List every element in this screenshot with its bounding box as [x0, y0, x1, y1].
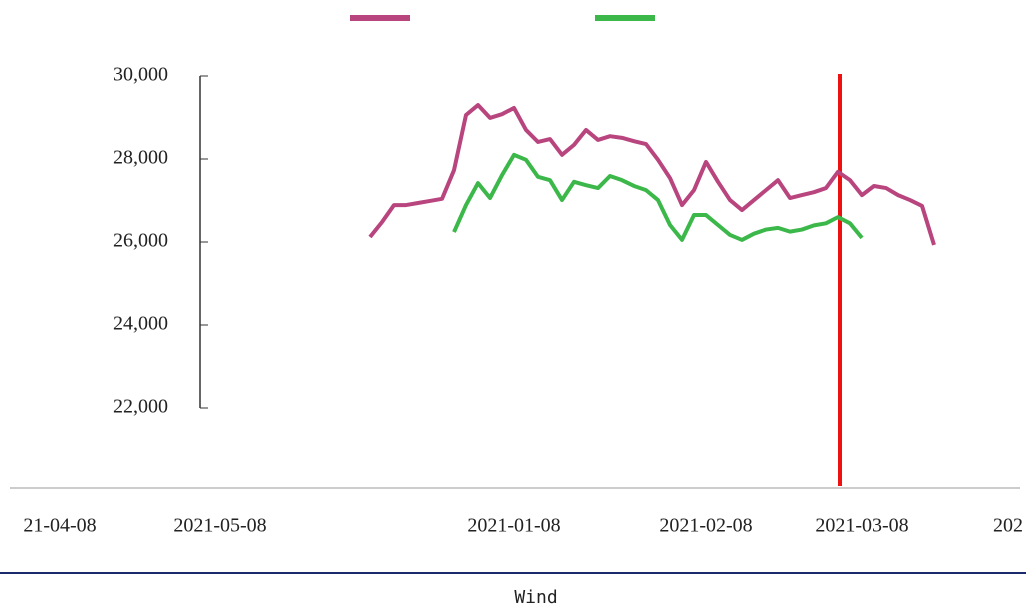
- y-tick-label: 22,000: [113, 396, 168, 418]
- y-tick-label: 26,000: [113, 230, 168, 252]
- y-tick-label: 28,000: [113, 147, 168, 169]
- fragment-label: 21-04-08: [23, 515, 96, 537]
- footer-text: Wind: [514, 587, 557, 608]
- series-line: [368, 103, 936, 246]
- x-tick-label: 2021-02-08: [659, 515, 752, 537]
- x-tick-label: 2021-01-08: [467, 515, 560, 537]
- y-tick-label: 30,000: [113, 64, 168, 86]
- x-tick-label: 2021-03-08: [815, 515, 908, 537]
- series-line: [452, 152, 864, 242]
- fragment-label: 202: [993, 515, 1023, 537]
- y-tick-label: 24,000: [113, 313, 168, 335]
- fragment-label: 2021-05-08: [173, 515, 266, 537]
